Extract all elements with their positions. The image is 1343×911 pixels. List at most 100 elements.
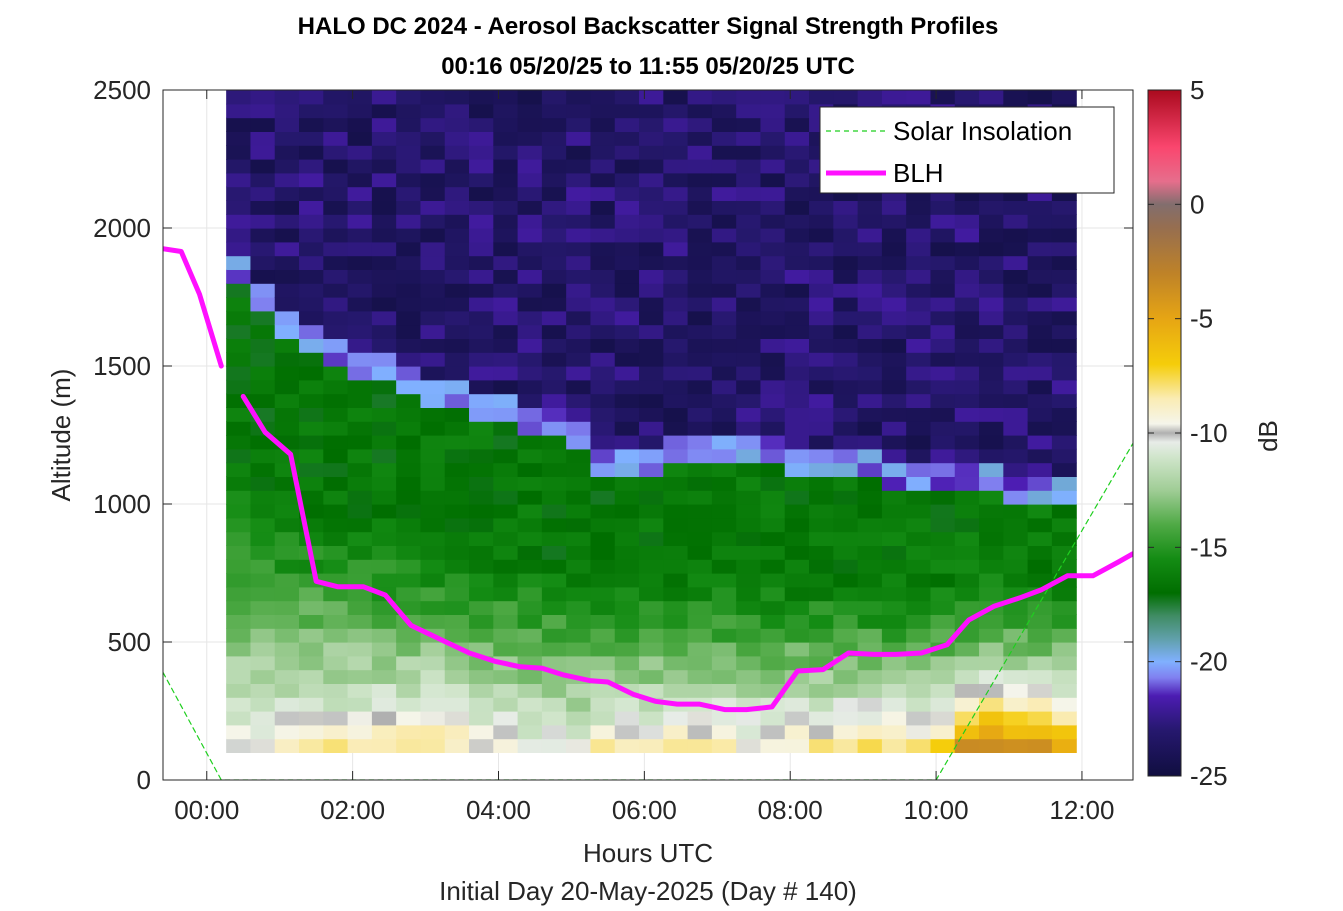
heatmap-cell (250, 697, 276, 712)
heatmap-cell (420, 642, 446, 657)
heatmap-cell (784, 228, 810, 243)
heatmap-cell (226, 724, 252, 740)
heatmap-cell (809, 352, 834, 367)
heatmap-cell (639, 628, 664, 643)
heatmap-cell (1051, 476, 1077, 491)
heatmap-cell (663, 545, 689, 560)
heatmap-cell (299, 186, 324, 201)
heatmap-cell (614, 172, 640, 188)
heatmap-cell (906, 407, 932, 422)
heatmap-cell (784, 283, 810, 298)
heatmap-cell (639, 504, 664, 519)
heatmap-cell (469, 297, 494, 312)
heatmap-cell (687, 283, 713, 298)
heatmap-cell (299, 117, 324, 132)
heatmap-cell (930, 655, 956, 671)
heatmap-cell (809, 324, 834, 339)
heatmap-cell (663, 172, 689, 188)
heatmap-cell (590, 600, 616, 615)
heatmap-cell (906, 435, 932, 450)
heatmap-cell (1003, 407, 1029, 422)
heatmap-cell (566, 379, 592, 395)
heatmap-cell (809, 531, 834, 546)
heatmap-cell (687, 711, 713, 726)
heatmap-cell (663, 586, 689, 602)
heatmap-cell (760, 103, 786, 119)
heatmap-cell (760, 228, 786, 243)
heatmap-cell (881, 600, 907, 615)
heatmap-cell (590, 586, 616, 602)
heatmap-cell (784, 476, 810, 491)
heatmap-cell (274, 421, 300, 436)
heatmap-cell (299, 269, 324, 284)
heatmap-cell (274, 159, 300, 174)
heatmap-cell (687, 269, 713, 284)
heatmap-cell (736, 310, 762, 326)
heatmap-cell (493, 697, 519, 712)
heatmap-cell (784, 269, 810, 284)
heatmap-cell (420, 738, 446, 753)
heatmap-cell (444, 628, 470, 643)
heatmap-cell (274, 186, 300, 201)
heatmap-cell (493, 297, 519, 312)
heatmap-cell (833, 628, 859, 643)
heatmap-cell (979, 545, 1004, 560)
heatmap-cell (881, 435, 907, 450)
heatmap-cell (930, 338, 956, 353)
heatmap-cell (274, 338, 300, 353)
heatmap-cell (687, 103, 713, 119)
heatmap-cell (906, 241, 932, 257)
heatmap-cell (347, 352, 373, 367)
heatmap-cell (517, 504, 543, 519)
heatmap-cell (396, 642, 422, 657)
heatmap-cell (1027, 352, 1053, 367)
heatmap-cell (711, 711, 737, 726)
heatmap-cell (371, 283, 397, 298)
heatmap-cell (299, 90, 324, 105)
heatmap-cell (809, 628, 834, 643)
heatmap-cell (517, 407, 543, 422)
heatmap-cell (541, 310, 567, 326)
heatmap-cell (396, 490, 422, 505)
heatmap-cell (250, 476, 276, 491)
heatmap-cell (881, 407, 907, 422)
x-axis-label: Hours UTC (583, 838, 713, 868)
heatmap-cell (736, 559, 762, 574)
heatmap-cell (493, 186, 519, 201)
heatmap-cell (250, 200, 276, 215)
heatmap-cell (930, 517, 956, 533)
heatmap-cell (590, 379, 616, 395)
heatmap-cell (760, 517, 786, 533)
heatmap-cell (954, 324, 980, 339)
heatmap-cell (614, 697, 640, 712)
legend-blh-label: BLH (893, 158, 944, 188)
heatmap-cell (1027, 504, 1053, 519)
heatmap-cell (614, 117, 640, 132)
heatmap-cell (323, 241, 349, 257)
heatmap-cell (736, 228, 762, 243)
heatmap-cell (299, 214, 324, 229)
heatmap-cell (444, 614, 470, 629)
heatmap-cell (444, 131, 470, 146)
heatmap-cell (517, 200, 543, 215)
heatmap-cell (274, 228, 300, 243)
heatmap-cell (663, 90, 689, 105)
heatmap-cell (493, 366, 519, 381)
heatmap-cell (784, 159, 810, 174)
heatmap-cell (517, 186, 543, 201)
heatmap-cell (420, 683, 446, 698)
heatmap-cell (809, 642, 834, 657)
heatmap-cell (517, 669, 543, 684)
heatmap-cell (687, 172, 713, 188)
heatmap-cell (517, 531, 543, 546)
heatmap-cell (784, 600, 810, 615)
x-tick-label: 08:00 (758, 795, 823, 825)
heatmap-cell (979, 462, 1004, 477)
heatmap-cell (1003, 517, 1029, 533)
heatmap-cell (566, 600, 592, 615)
heatmap-cell (857, 352, 883, 367)
heatmap-cell (639, 724, 664, 740)
heatmap-cell (444, 545, 470, 560)
heatmap-cell (541, 642, 567, 657)
heatmap-cell (784, 352, 810, 367)
